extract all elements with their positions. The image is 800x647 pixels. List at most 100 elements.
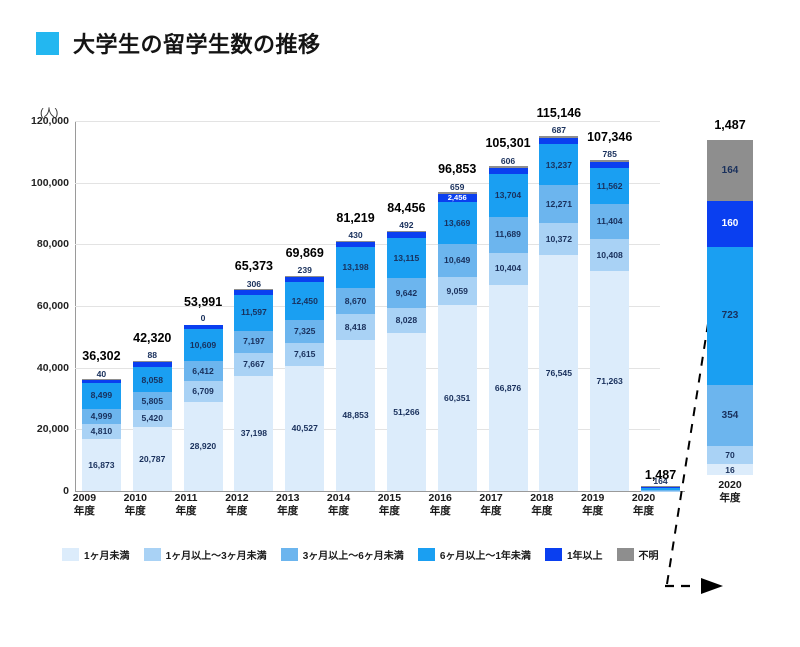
bar-segment[interactable]: 606	[488, 157, 528, 169]
bar-segment[interactable]: 13,115	[386, 238, 426, 279]
bar-segment[interactable]: 8,499	[81, 382, 121, 409]
bar-segment[interactable]: 13,198	[336, 247, 376, 288]
bar-segment[interactable]: 13,237	[539, 144, 579, 186]
bar-segment[interactable]: 40,527	[285, 366, 325, 491]
bar-segment[interactable]: 12,450	[285, 281, 325, 320]
bar-stack[interactable]: 16,873 4,810 4,999 8,499 40	[81, 369, 121, 491]
bar-column[interactable]: 76,545 10,372 12,271 13,237 687 115,146	[533, 106, 584, 491]
bar-segment[interactable]	[234, 290, 274, 295]
bar-segment[interactable]: 11,597	[234, 294, 274, 331]
bar-column[interactable]: 164 1,487	[635, 121, 686, 491]
bar-segment[interactable]	[641, 489, 681, 491]
bar-stack[interactable]: 66,876 10,404 11,689 13,704 606	[488, 157, 528, 491]
bar-segment[interactable]: 28,920	[183, 401, 223, 491]
bar-segment[interactable]: 8,670	[336, 287, 376, 315]
bar-stack[interactable]: 164	[641, 477, 681, 491]
bar-segment[interactable]: 6,412	[183, 361, 223, 382]
bar-segment[interactable]: 10,372	[539, 223, 579, 255]
bar-segment[interactable]: 11,689	[488, 216, 528, 253]
bar-column[interactable]: 48,853 8,418 8,670 13,198 430 81,219	[330, 121, 381, 491]
bar-segment[interactable]	[336, 241, 376, 248]
bar-segment[interactable]: 785	[590, 150, 630, 163]
bar-segment[interactable]: 5,805	[132, 392, 172, 411]
bar-segment[interactable]: 5,420	[132, 410, 172, 427]
bar-segment[interactable]: 37,198	[234, 376, 274, 491]
bar-stack[interactable]: 20,787 5,420 5,805 8,058 88	[132, 351, 172, 491]
bar-stack[interactable]: 28,920 6,709 6,412 10,609	[183, 324, 223, 491]
callout-bar-segment[interactable]: 160	[707, 200, 753, 247]
callout-bar-segment[interactable]: 16	[707, 464, 753, 475]
bar-segment[interactable]: 20,787	[132, 426, 172, 491]
legend-item[interactable]: 不明	[616, 547, 659, 562]
bar-segment[interactable]	[590, 162, 630, 169]
bar-segment[interactable]: 659	[437, 183, 477, 195]
bar-stack[interactable]: 51,266 8,028 9,642 13,115 492	[386, 221, 426, 491]
bar-segment[interactable]: 10,404	[488, 252, 528, 285]
bar-column[interactable]: 60,351 9,059 10,649 13,669 2,456 659 96,853	[432, 121, 483, 491]
bar-segment[interactable]: 60,351	[437, 304, 477, 491]
bar-segment[interactable]: 16,873	[81, 438, 121, 491]
bar-segment[interactable]: 4,999	[81, 408, 121, 425]
bar-segment[interactable]: 48,853	[336, 340, 376, 491]
bar-segment[interactable]: 430	[336, 231, 376, 242]
bar-segment[interactable]: 239	[285, 266, 325, 277]
bar-segment[interactable]: 687	[539, 126, 579, 139]
bar-segment[interactable]: 2,456	[437, 194, 477, 203]
bar-segment[interactable]: 8,058	[132, 367, 172, 393]
bar-segment[interactable]: 13,704	[488, 174, 528, 217]
bar-segment[interactable]	[641, 487, 681, 490]
bar-column[interactable]: 20,787 5,420 5,805 8,058 88 42,320	[127, 121, 178, 491]
callout-bar-segment[interactable]: 164	[707, 140, 753, 201]
bar-segment[interactable]: 10,609	[183, 328, 223, 362]
bar-column[interactable]: 71,263 10,408 11,404 11,562 785 107,346	[584, 121, 635, 491]
bar-segment[interactable]: 11,562	[590, 168, 630, 205]
bar-segment[interactable]	[386, 232, 426, 239]
bar-segment[interactable]: 51,266	[386, 332, 426, 491]
bar-segment[interactable]: 8,418	[336, 314, 376, 341]
bar-column[interactable]: 40,527 7,615 7,325 12,450 239 69,869	[279, 121, 330, 491]
bar-segment[interactable]: 11,404	[590, 204, 630, 240]
bar-segment[interactable]: 76,545	[539, 255, 579, 491]
callout-bar-segment[interactable]: 354	[707, 384, 753, 446]
bar-segment[interactable]: 71,263	[590, 271, 630, 491]
bar-stack[interactable]: 60,351 9,059 10,649 13,669 2,456 659	[437, 183, 477, 491]
bar-column[interactable]: 37,198 7,667 7,197 11,597 306 65,373	[228, 121, 279, 491]
bar-segment[interactable]: 6,709	[183, 381, 223, 402]
bar-column[interactable]: 51,266 8,028 9,642 13,115 492 84,456	[381, 121, 432, 491]
bar-stack[interactable]: 48,853 8,418 8,670 13,198 430	[336, 231, 376, 491]
bar-segment[interactable]: 7,667	[234, 352, 274, 377]
legend-item[interactable]: 3ヶ月以上～6ヶ月未満	[280, 547, 404, 562]
bar-segment[interactable]: 7,325	[285, 320, 325, 343]
bar-column[interactable]: 0 28,920 6,709 6,412 10,609 53,991	[178, 121, 229, 491]
bar-segment[interactable]: 7,197	[234, 330, 274, 353]
bar-segment[interactable]: 164	[641, 477, 681, 487]
bar-segment[interactable]: 7,615	[285, 342, 325, 367]
legend-item[interactable]: 1ヶ月以上～3ヶ月未満	[143, 547, 267, 562]
bar-segment[interactable]	[488, 168, 528, 175]
bar-stack[interactable]: 37,198 7,667 7,197 11,597 306	[234, 280, 274, 491]
legend-item[interactable]: 6ヶ月以上～1年未満	[417, 547, 531, 562]
bar-segment[interactable]: 10,649	[437, 244, 477, 277]
bar-segment[interactable]	[81, 379, 121, 383]
legend-item[interactable]: 1年以上	[544, 547, 603, 562]
bar-stack[interactable]: 71,263 10,408 11,404 11,562 785	[590, 150, 630, 491]
callout-bar-segment[interactable]: 70	[707, 445, 753, 465]
bar-segment[interactable]: 492	[386, 221, 426, 233]
bar-segment[interactable]	[183, 324, 223, 329]
bar-column[interactable]: 66,876 10,404 11,689 13,704 606 105,301	[483, 121, 534, 491]
bar-stack[interactable]: 76,545 10,372 12,271 13,237 687	[539, 126, 579, 491]
bar-segment[interactable]: 8,028	[386, 308, 426, 333]
bar-segment[interactable]	[285, 276, 325, 282]
callout-bar-segment[interactable]: 723	[707, 246, 753, 385]
legend-item[interactable]: 1ヶ月未満	[62, 547, 130, 562]
bar-segment[interactable]: 66,876	[488, 284, 528, 491]
bar-column[interactable]: 16,873 4,810 4,999 8,499 40 36,302	[76, 121, 127, 491]
bar-segment[interactable]: 9,059	[437, 277, 477, 305]
bar-segment[interactable]: 9,642	[386, 278, 426, 309]
bar-segment[interactable]: 12,271	[539, 185, 579, 224]
bar-segment[interactable]: 13,669	[437, 202, 477, 245]
bar-segment[interactable]: 4,810	[81, 424, 121, 439]
bar-stack[interactable]: 40,527 7,615 7,325 12,450 239	[285, 266, 325, 491]
bar-segment[interactable]: 10,408	[590, 239, 630, 272]
bar-segment[interactable]	[539, 138, 579, 145]
